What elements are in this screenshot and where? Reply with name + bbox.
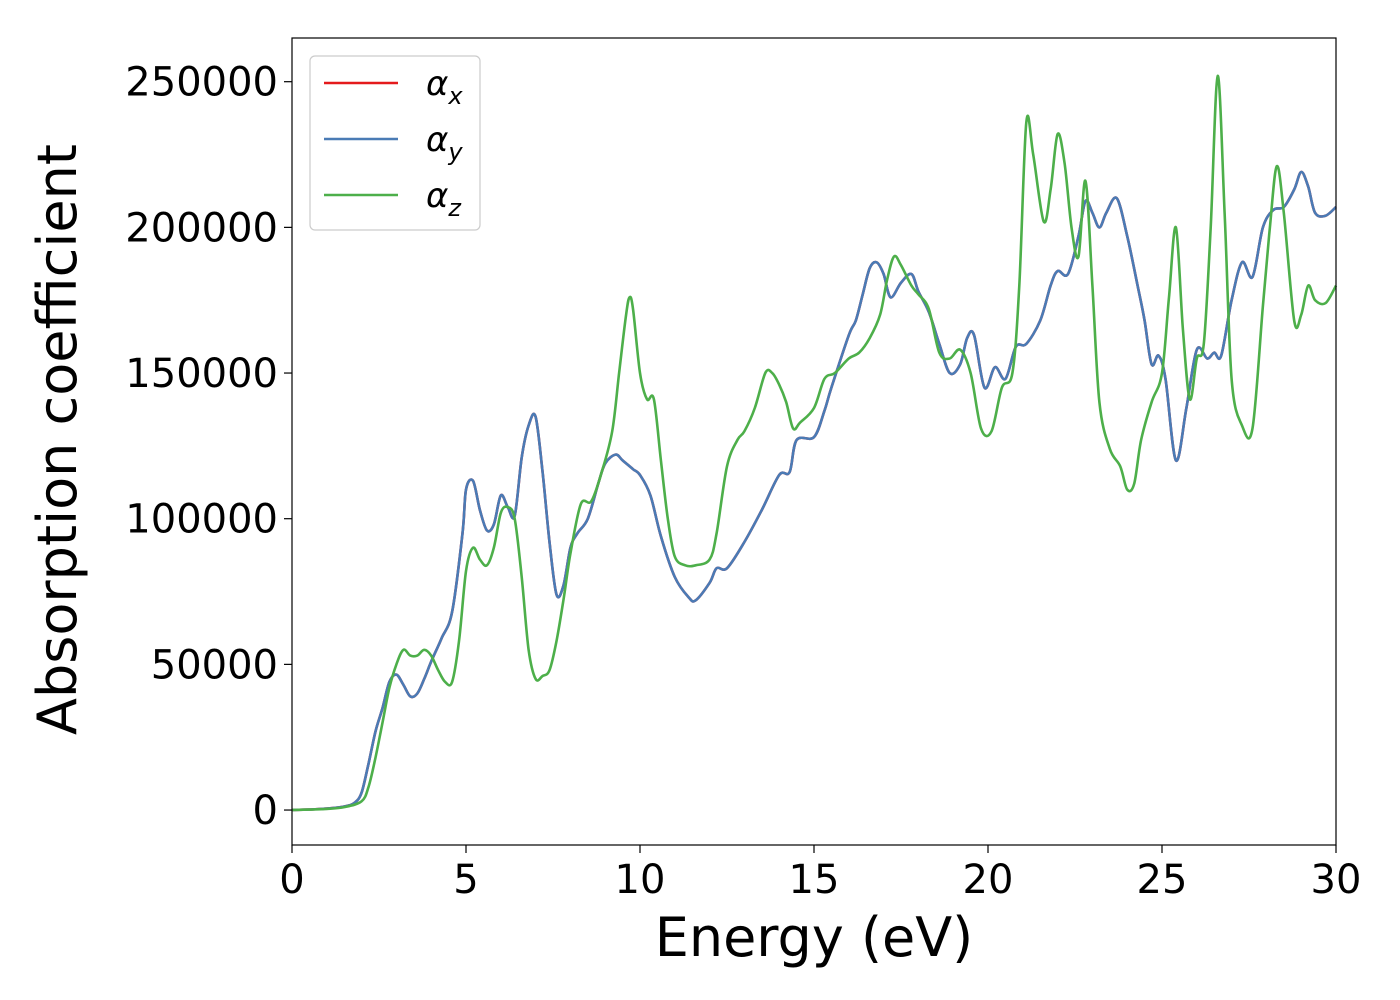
x-tick-label: 30 <box>1311 857 1362 903</box>
x-tick-label: 15 <box>789 857 840 903</box>
y-axis-label: Absorption coefficient <box>26 144 89 735</box>
y-tick-label: 100000 <box>125 497 278 543</box>
x-tick-label: 0 <box>279 857 304 903</box>
series-layer <box>291 74 1338 812</box>
legend-box <box>309 55 481 231</box>
plot-frame <box>291 37 1337 846</box>
series-line-y <box>291 170 1337 812</box>
y-tick-label: 150000 <box>125 351 278 397</box>
x-tick-label: 25 <box>1137 857 1188 903</box>
legend-label-x: αx <box>426 64 463 110</box>
y-tick-label: 50000 <box>151 642 278 688</box>
y-tick-label: 0 <box>253 788 278 834</box>
x-tick-label: 5 <box>453 857 478 903</box>
y-tick-label: 200000 <box>125 205 278 251</box>
y-tick-label: 250000 <box>125 60 278 106</box>
ticks-layer: 0 5 10 15 20 25 30 0 50000 100000 150000 200000 2500… <box>125 60 1361 903</box>
x-tick-label: 10 <box>615 857 666 903</box>
series-line-z <box>291 74 1338 812</box>
x-tick-label: 20 <box>963 857 1014 903</box>
legend-subscript: y <box>447 138 463 166</box>
legend-subscript: z <box>447 194 462 222</box>
x-axis-label: Energy (eV) <box>655 906 974 969</box>
legend-subscript: x <box>447 82 463 110</box>
